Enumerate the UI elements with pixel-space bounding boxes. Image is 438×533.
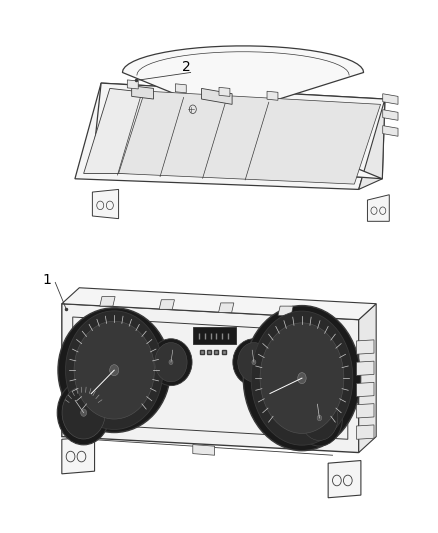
Ellipse shape <box>233 339 275 386</box>
Ellipse shape <box>110 365 119 376</box>
Ellipse shape <box>66 311 163 430</box>
Bar <box>268 329 292 358</box>
Ellipse shape <box>62 386 105 439</box>
Ellipse shape <box>301 395 338 440</box>
Ellipse shape <box>297 390 343 446</box>
Ellipse shape <box>260 323 344 433</box>
Polygon shape <box>357 340 374 354</box>
Ellipse shape <box>81 409 87 416</box>
Polygon shape <box>383 110 398 120</box>
Ellipse shape <box>58 308 170 432</box>
Polygon shape <box>219 87 230 96</box>
Polygon shape <box>93 46 382 179</box>
Ellipse shape <box>243 305 360 451</box>
Polygon shape <box>383 94 398 104</box>
Polygon shape <box>219 303 234 312</box>
Ellipse shape <box>57 381 110 445</box>
Ellipse shape <box>317 415 322 421</box>
Polygon shape <box>132 86 153 99</box>
Ellipse shape <box>238 343 270 382</box>
Polygon shape <box>357 425 374 439</box>
Polygon shape <box>127 80 138 89</box>
Polygon shape <box>367 195 389 221</box>
Polygon shape <box>357 382 374 397</box>
Polygon shape <box>357 361 374 375</box>
Ellipse shape <box>251 311 353 445</box>
Polygon shape <box>175 84 186 93</box>
Polygon shape <box>359 99 385 189</box>
Polygon shape <box>75 83 385 189</box>
Polygon shape <box>359 304 376 453</box>
Polygon shape <box>383 126 398 136</box>
Ellipse shape <box>252 360 256 365</box>
Ellipse shape <box>74 321 154 419</box>
Polygon shape <box>159 300 174 309</box>
Polygon shape <box>267 91 278 100</box>
Ellipse shape <box>155 343 187 382</box>
Text: 1: 1 <box>42 273 51 287</box>
Polygon shape <box>62 437 95 474</box>
Text: 2: 2 <box>182 60 191 74</box>
Polygon shape <box>357 403 374 418</box>
Polygon shape <box>100 296 115 306</box>
Polygon shape <box>62 304 359 453</box>
Ellipse shape <box>150 339 192 386</box>
Polygon shape <box>119 91 381 184</box>
Polygon shape <box>93 83 385 179</box>
Ellipse shape <box>298 373 306 384</box>
Polygon shape <box>62 288 376 320</box>
Polygon shape <box>84 88 158 173</box>
Polygon shape <box>328 461 361 498</box>
Polygon shape <box>278 306 293 316</box>
Ellipse shape <box>169 360 173 365</box>
Polygon shape <box>201 88 232 104</box>
Bar <box>193 327 237 344</box>
Polygon shape <box>92 189 119 219</box>
Polygon shape <box>193 445 215 455</box>
